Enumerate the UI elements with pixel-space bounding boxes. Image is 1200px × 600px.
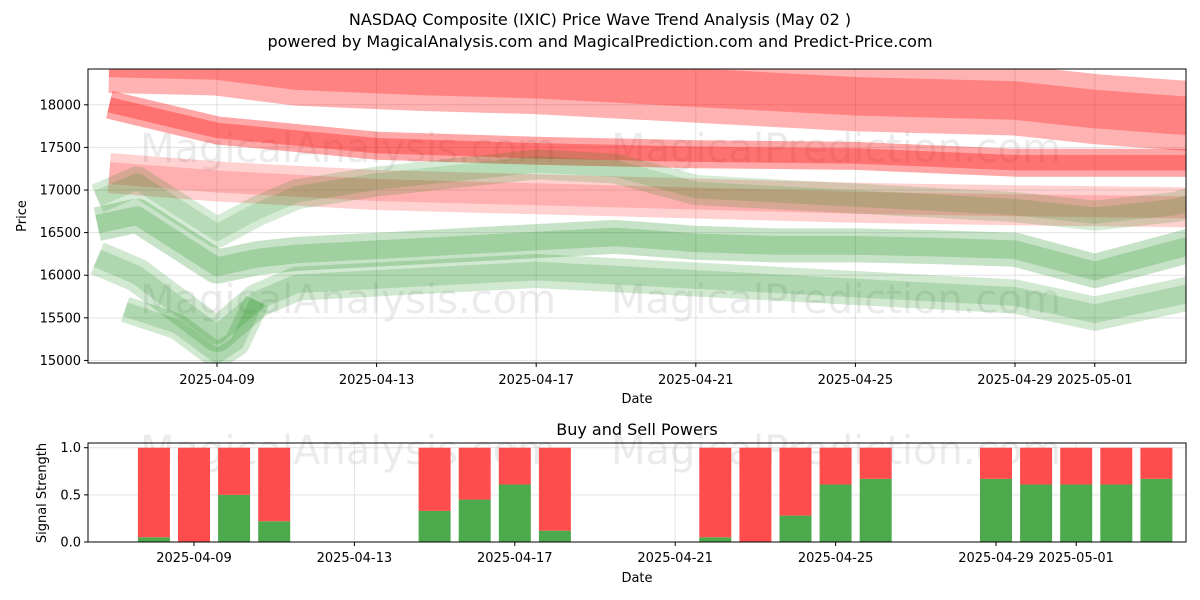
sell-bar [1020,447,1053,485]
price-y-tick-label: 17000 [40,184,81,199]
price-y-tick-label: 18000 [40,98,81,113]
sell-bar [1140,447,1173,479]
signal-x-tick-label: 2025-04-21 [637,551,713,566]
buy-bar [859,478,892,542]
watermark-1: MagicalAnalysis.com [140,126,556,172]
signal-x-tick-label: 2025-04-25 [798,551,874,566]
price-y-axis-label: Price [15,200,30,232]
sell-bar [137,447,170,538]
sell-bar [699,447,732,538]
price-band-green-wave-low-tail [121,295,269,363]
sell-bar [418,447,451,511]
sell-bar [1060,447,1093,485]
signal-x-tick-label: 2025-04-09 [156,551,232,566]
sell-bar [458,447,491,500]
price-y-tick-label: 16500 [40,226,81,241]
buy-bar [1020,484,1053,542]
sell-bar [498,447,531,485]
price-y-tick-label: 17500 [40,141,81,156]
sell-bar [258,447,291,522]
sell-bar [980,447,1012,479]
buy-bar [218,494,251,542]
sell-bar [859,447,892,479]
buy-bar [418,510,451,542]
price-band-green-wave-lower [90,242,1186,352]
price-band-red-band-upper [108,69,1186,136]
signal-x-tick-label: 2025-04-17 [477,551,553,566]
price-band-red-band-upper [108,69,1186,151]
price-x-tick-label: 2025-04-09 [179,373,255,388]
price-x-axis-label: Date [621,392,652,407]
price-x-tick-label: 2025-04-21 [658,373,734,388]
signal-panel: Buy and Sell Powers MagicalAnalysis.com … [35,420,1187,586]
price-band-red-band-mid [106,91,1186,177]
price-band-red-band-lower [107,153,1186,228]
watermark-2: MagicalPrediction.com [611,126,1061,172]
signal-y-ticks: 0.0 0.5 1.0 [60,441,88,551]
price-y-tick-label: 16000 [40,269,81,284]
buy-bar [137,537,170,542]
price-x-tick-label: 2025-04-29 [977,373,1053,388]
buy-bar [699,537,732,542]
watermark-3: MagicalAnalysis.com [140,277,556,323]
signal-x-ticks: 2025-04-09 2025-04-13 2025-04-17 2025-04-21… [156,542,1114,566]
buy-bar [1060,484,1093,542]
price-band-green-wave-mid [95,206,1186,281]
buy-bar [458,499,491,542]
price-y-tick-label: 15500 [40,311,81,326]
buy-bar [498,484,531,542]
buy-bar [538,530,571,542]
signal-x-tick-label: 2025-04-13 [317,551,393,566]
price-x-tick-label: 2025-04-13 [339,373,415,388]
price-x-ticks: 2025-04-09 2025-04-13 2025-04-17 2025-04-21… [179,363,1133,388]
price-gridlines [88,69,1186,363]
price-band-green-wave-mid [93,198,1186,288]
price-x-tick-label: 2025-04-25 [818,373,894,388]
watermark-4: MagicalPrediction.com [611,277,1061,323]
buy-bar [1140,478,1173,542]
price-plot-frame [87,68,1187,364]
price-band-red-band-mid [107,97,1186,171]
price-band-green-wave-low-tail [122,297,264,363]
buy-bar [779,515,812,542]
price-band-green-wave-upper [91,149,1186,248]
chart-title: NASDAQ Composite (IXIC) Price Wave Trend… [349,10,851,29]
signal-x-axis-label: Date [621,571,652,586]
signal-x-tick-label: 2025-05-01 [1038,551,1114,566]
sell-bar [218,447,251,495]
buy-bar [1100,484,1133,542]
sell-bar [739,447,772,542]
price-x-tick-label: 2025-05-01 [1057,373,1133,388]
sell-bar [779,447,812,516]
price-series-layer [90,69,1186,363]
price-band-green-wave-upper [94,156,1186,241]
price-band-red-band-lower [108,162,1186,219]
signal-bars-layer [137,447,1173,542]
sell-bar [538,447,571,531]
sell-bar [1100,447,1133,485]
price-band-green-wave-lower [93,249,1186,345]
price-x-tick-label: 2025-04-17 [498,373,574,388]
buy-bar [980,478,1012,542]
price-y-ticks: 15000 15500 16000 16500 17000 17500 18000 [40,98,88,369]
signal-y-tick-label: 1.0 [60,441,81,456]
signal-title: Buy and Sell Powers [556,420,718,439]
signal-y-axis-label: Signal Strength [35,443,50,543]
signal-plot-frame [87,442,1187,543]
buy-bar [819,484,852,542]
sell-bar [819,447,852,485]
signal-y-tick-label: 0.5 [60,488,81,503]
signal-y-tick-label: 0.0 [60,536,81,551]
sell-bar [178,447,210,542]
buy-bar [258,521,291,542]
signal-x-tick-label: 2025-04-29 [958,551,1034,566]
price-panel: MagicalAnalysis.com MagicalPrediction.co… [15,68,1187,407]
chart-subtitle: powered by MagicalAnalysis.com and Magic… [267,32,932,51]
price-y-tick-label: 15000 [40,354,81,369]
